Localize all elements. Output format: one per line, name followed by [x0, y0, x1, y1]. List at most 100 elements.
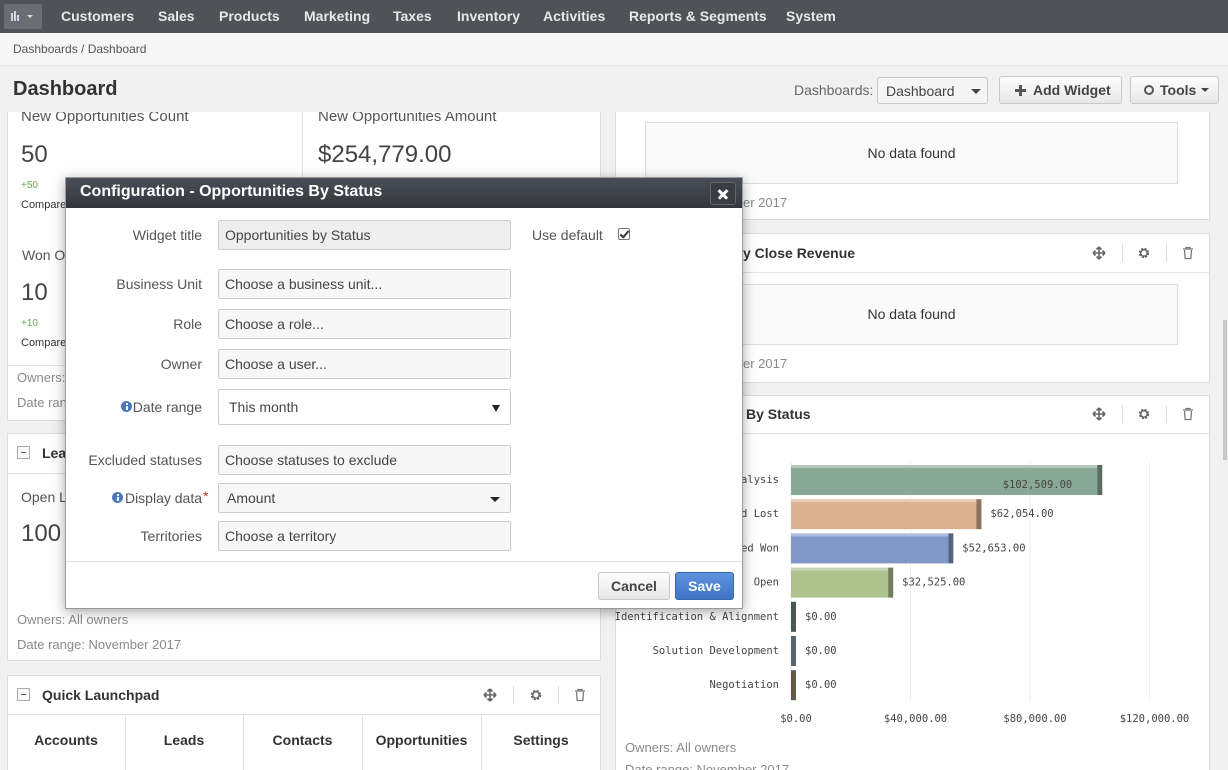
bar [791, 499, 977, 530]
chart-icon [14, 11, 16, 21]
bar-edge [1097, 465, 1103, 495]
scrollbar[interactable] [1223, 320, 1227, 460]
bar-edge-shade [791, 636, 796, 666]
bar-top [791, 465, 1098, 468]
launchpad-divider [481, 714, 482, 770]
move-icon-part [1092, 246, 1106, 260]
nav-item[interactable]: Customers [61, 8, 135, 24]
move-icon-part [1092, 407, 1106, 421]
collapse-button[interactable] [17, 688, 30, 701]
gear-icon[interactable] [1137, 407, 1151, 421]
metric-title: New Opportunities Count [21, 108, 189, 125]
input-field[interactable]: Choose a role... [218, 309, 511, 339]
gear-icon[interactable] [529, 688, 543, 702]
nav-item[interactable]: Taxes [393, 8, 432, 24]
page-title: Dashboard [13, 78, 118, 100]
bar-edge-shade [1097, 465, 1103, 495]
metric-value: 50 [21, 141, 48, 168]
move-icon[interactable] [1092, 246, 1106, 260]
input-field[interactable]: Choose a business unit... [218, 269, 511, 299]
gear-icon-part [1140, 410, 1148, 418]
widget-title: Quick Launchpad [42, 687, 160, 703]
gear-icon[interactable] [1137, 246, 1151, 260]
nav-item[interactable]: Inventory [457, 8, 521, 24]
select-caret [490, 497, 500, 507]
input-field[interactable]: Choose a territory [218, 521, 511, 551]
bar-edge [948, 533, 954, 564]
plus-icon [1019, 85, 1022, 96]
info-icon-dot [125, 403, 128, 405]
move-icon[interactable] [483, 688, 497, 702]
trash-icon[interactable] [573, 688, 587, 702]
action-divider [513, 686, 514, 704]
value-label: $52,653.00 [962, 542, 1025, 554]
nav-item[interactable]: Sales [158, 8, 195, 24]
launchpad-item[interactable]: Settings [513, 732, 569, 748]
dashboard-select[interactable]: Dashboard [877, 77, 988, 104]
widget-header-border [615, 272, 1210, 273]
bar-edge-shade [948, 533, 954, 564]
gear-icon-part [532, 691, 540, 699]
field-value: Choose statuses to exclude [225, 452, 397, 468]
select-value: Dashboard [886, 83, 955, 99]
nav-item[interactable]: Marketing [304, 8, 371, 24]
info-icon-bar [125, 406, 128, 410]
trash-icon[interactable] [1181, 246, 1195, 260]
bar-edge [791, 636, 796, 666]
cancel-button[interactable]: Cancel [598, 572, 670, 600]
launchpad-item[interactable]: Accounts [34, 732, 98, 748]
metric-title: New Opportunities Amount [318, 108, 497, 125]
metric-title: Won O [22, 247, 66, 263]
nav-item[interactable]: Reports & Segments [629, 8, 767, 24]
gear-icon-part [530, 689, 542, 701]
field-label: Widget title [132, 227, 202, 243]
gear-icon [1144, 85, 1154, 95]
value-label: $62,054.00 [990, 508, 1053, 520]
collapse-button[interactable] [17, 446, 30, 459]
select-field[interactable]: This month [218, 389, 511, 425]
metric-value: 10 [21, 279, 48, 306]
launchpad-widget [7, 675, 601, 770]
launchpad-item[interactable]: Opportunities [375, 732, 468, 748]
input-field[interactable]: Choose a user... [218, 349, 511, 379]
action-divider [1121, 244, 1123, 262]
status-chart: $0.00 $40,000.00 $80,000.00 $120,000.00 naly… [615, 462, 1189, 725]
action-divider [1166, 405, 1167, 423]
use-default-checkbox[interactable] [618, 228, 630, 240]
bar [791, 465, 1098, 495]
close-button[interactable] [710, 182, 736, 205]
metric-value: 100 [21, 520, 62, 547]
value-label: $32,525.00 [902, 577, 965, 589]
add-widget-button[interactable]: Add Widget [999, 76, 1122, 104]
select-field[interactable]: Amount [218, 483, 511, 513]
nav-item[interactable]: Activities [543, 8, 606, 24]
nav-item[interactable]: System [786, 8, 836, 24]
select-caret [971, 89, 981, 99]
button-label: Tools [1160, 82, 1197, 98]
save-button[interactable]: Save [675, 572, 734, 600]
tools-button[interactable]: Tools [1130, 76, 1219, 104]
bar-edge-shade [791, 670, 796, 701]
nav-item[interactable]: Products [219, 8, 280, 24]
bar-edge-shade [888, 567, 894, 598]
trash-icon[interactable] [1181, 407, 1195, 421]
info-icon [112, 492, 123, 503]
input-field[interactable]: Opportunities by Status [218, 220, 511, 250]
field-value: This month [229, 399, 299, 415]
category-label: ed Won [741, 542, 779, 554]
input-field[interactable]: Choose statuses to exclude [218, 445, 511, 475]
nav-menu-button[interactable] [4, 4, 42, 29]
launchpad-item[interactable]: Leads [163, 732, 205, 748]
category-label: ed Lost [735, 508, 779, 520]
gear-icon-part [1138, 247, 1150, 259]
launchpad-item[interactable]: Contacts [272, 732, 333, 748]
widget-header-border [7, 714, 601, 715]
field-label: Owner [160, 356, 202, 372]
metric-value: $254,779.00 [318, 141, 452, 168]
field-value: Choose a role... [225, 316, 324, 332]
move-icon[interactable] [1092, 407, 1106, 421]
bar-top [791, 499, 977, 503]
metric-title: Open L [21, 489, 67, 505]
button-label: Add Widget [1033, 82, 1111, 98]
